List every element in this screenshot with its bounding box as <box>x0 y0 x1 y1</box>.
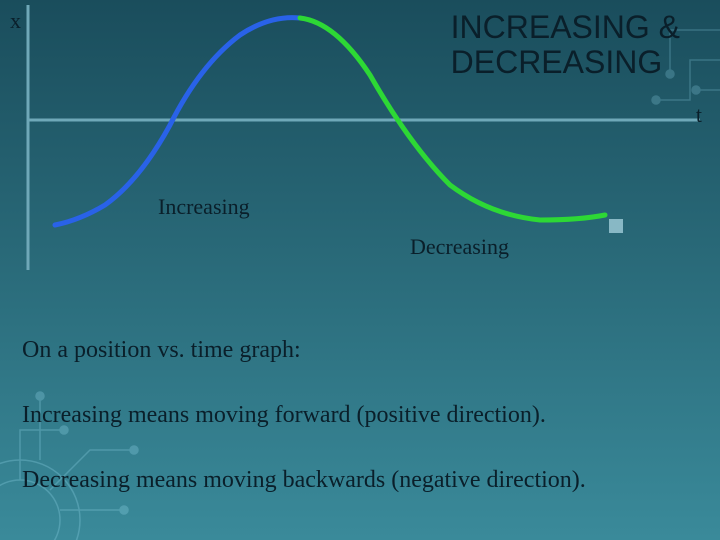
circuit-decoration-bl <box>0 340 200 540</box>
body-line2: Increasing means moving forward (positiv… <box>22 400 546 431</box>
label-increasing: Increasing <box>158 194 250 220</box>
graph-svg <box>0 0 720 290</box>
label-decreasing: Decreasing <box>410 234 509 260</box>
graph: x t Increasing Decreasing <box>0 0 720 290</box>
body-line3: Decreasing means moving backwards (negat… <box>22 465 586 496</box>
body-line1: On a position vs. time graph: <box>22 335 301 366</box>
y-axis-label: x <box>10 8 21 34</box>
x-axis-label: t <box>696 102 702 128</box>
end-marker <box>609 219 623 233</box>
